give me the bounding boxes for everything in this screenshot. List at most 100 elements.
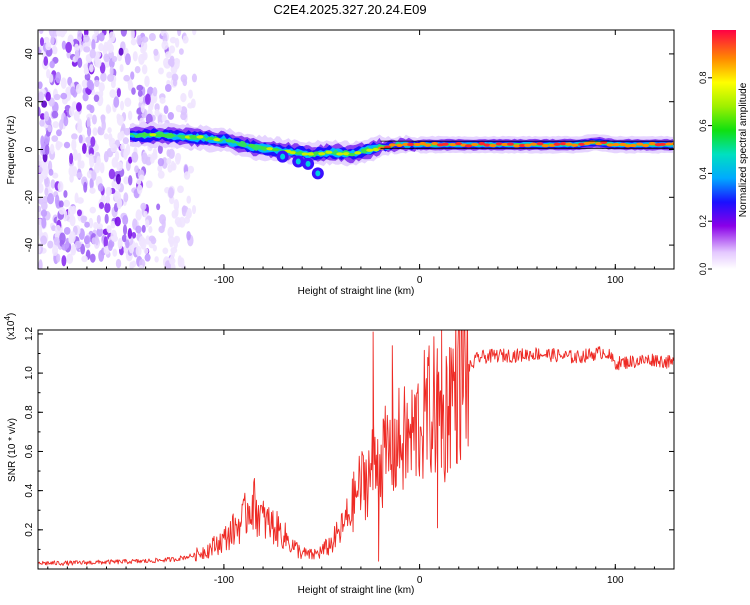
noise-blob	[134, 165, 139, 173]
noise-blob	[59, 30, 66, 38]
noise-blob	[119, 64, 124, 73]
noise-blob	[111, 235, 119, 242]
noise-blob	[98, 82, 105, 92]
noise-blob	[129, 261, 134, 269]
ridge-core	[266, 147, 274, 151]
ridge-core	[318, 152, 326, 156]
noise-blob	[38, 81, 43, 90]
noise-blob	[74, 49, 80, 62]
noise-blob	[109, 89, 117, 98]
noise-blob	[145, 93, 151, 106]
colorbar-tick-label: 0.2	[698, 215, 708, 228]
noise-blob	[153, 48, 159, 56]
noise-blob	[39, 119, 45, 127]
ridge-core	[619, 142, 627, 146]
noise-blob	[174, 37, 180, 48]
noise-blob	[171, 209, 178, 219]
noise-blob	[124, 53, 131, 66]
noise-blob	[84, 235, 91, 245]
ridge-core	[155, 133, 163, 138]
noise-blob	[177, 30, 182, 37]
noise-blob	[152, 87, 158, 97]
noise-blob	[135, 209, 142, 221]
snr-ticks: -100 0 100 0.2 0.4 0.6 0.8 1.0 1.2	[24, 327, 675, 586]
noise-blob	[117, 131, 123, 141]
noise-blob	[125, 239, 130, 249]
noise-blob	[54, 224, 62, 235]
noise-blob	[52, 121, 60, 129]
noise-blob	[135, 225, 142, 234]
noise-blob	[107, 73, 115, 82]
noise-blob	[167, 226, 175, 238]
snr-xtick-label: -100	[214, 575, 234, 586]
noise-blob	[88, 217, 94, 229]
noise-blob	[168, 45, 176, 54]
noise-blob	[79, 160, 85, 169]
noise-blob	[138, 236, 146, 247]
ridge-core	[272, 148, 280, 152]
noise-blob	[178, 48, 184, 55]
noise-blob	[140, 202, 147, 211]
noise-blob	[123, 176, 129, 185]
noise-blob	[53, 46, 58, 55]
ridge-core	[166, 133, 174, 137]
noise-blob	[110, 220, 116, 229]
spectrogram-xtick-label: 0	[417, 275, 423, 286]
noise-blob	[71, 133, 78, 140]
noise-blob	[61, 40, 67, 50]
noise-blob	[113, 96, 120, 108]
noise-blob	[44, 187, 49, 197]
ridge-core	[295, 151, 303, 155]
ridge-core	[342, 152, 350, 156]
noise-blob	[89, 187, 96, 194]
ridge-core	[483, 143, 491, 147]
noise-blob	[157, 170, 165, 179]
ridge-core	[189, 135, 197, 139]
colorbar-tick-label: 0.0	[698, 263, 708, 276]
noise-blob	[89, 82, 95, 91]
noise-blob	[44, 176, 50, 188]
ridge-core	[348, 152, 356, 157]
noise-blob	[166, 157, 172, 165]
noise-blob	[89, 206, 97, 214]
ridge-core	[559, 142, 567, 146]
noise-blob	[48, 168, 54, 176]
noise-blob	[63, 226, 71, 235]
noise-blob	[150, 155, 155, 164]
noise-blob	[48, 73, 54, 83]
noise-blob	[89, 253, 96, 263]
noise-blob	[128, 156, 133, 164]
noise-blob	[159, 214, 167, 225]
noise-blob	[116, 161, 124, 172]
noise-blob	[156, 203, 161, 211]
noise-blob	[145, 113, 153, 125]
noise-blob	[169, 55, 175, 68]
noise-blob	[50, 34, 55, 46]
ridge-core	[372, 148, 380, 152]
ridge-core	[541, 144, 549, 148]
ridge-core	[413, 142, 421, 147]
noise-blob	[91, 237, 97, 245]
ridge-core	[578, 142, 586, 146]
noise-blob	[148, 32, 156, 42]
noise-blob	[39, 37, 45, 47]
ridge-core	[524, 143, 532, 147]
noise-blob	[141, 64, 148, 75]
snr-ytick-label: 0.6	[24, 444, 35, 458]
noise-blob	[94, 79, 100, 88]
noise-blob	[47, 125, 52, 133]
noise-blob	[90, 136, 96, 147]
noise-blob	[84, 221, 90, 228]
noise-blob	[135, 245, 142, 257]
noise-blob	[60, 77, 67, 89]
noise-blob	[67, 76, 73, 86]
noise-blob	[106, 39, 113, 50]
noise-blob	[56, 253, 61, 263]
spectrogram-ytick-label: 40	[24, 48, 35, 60]
spectrogram-xtick-label: 100	[607, 275, 624, 286]
noise-blob	[188, 89, 193, 99]
noise-blob	[122, 224, 128, 236]
ridge-core	[307, 152, 315, 156]
noise-blob	[162, 247, 169, 255]
ridge-core	[354, 151, 362, 155]
